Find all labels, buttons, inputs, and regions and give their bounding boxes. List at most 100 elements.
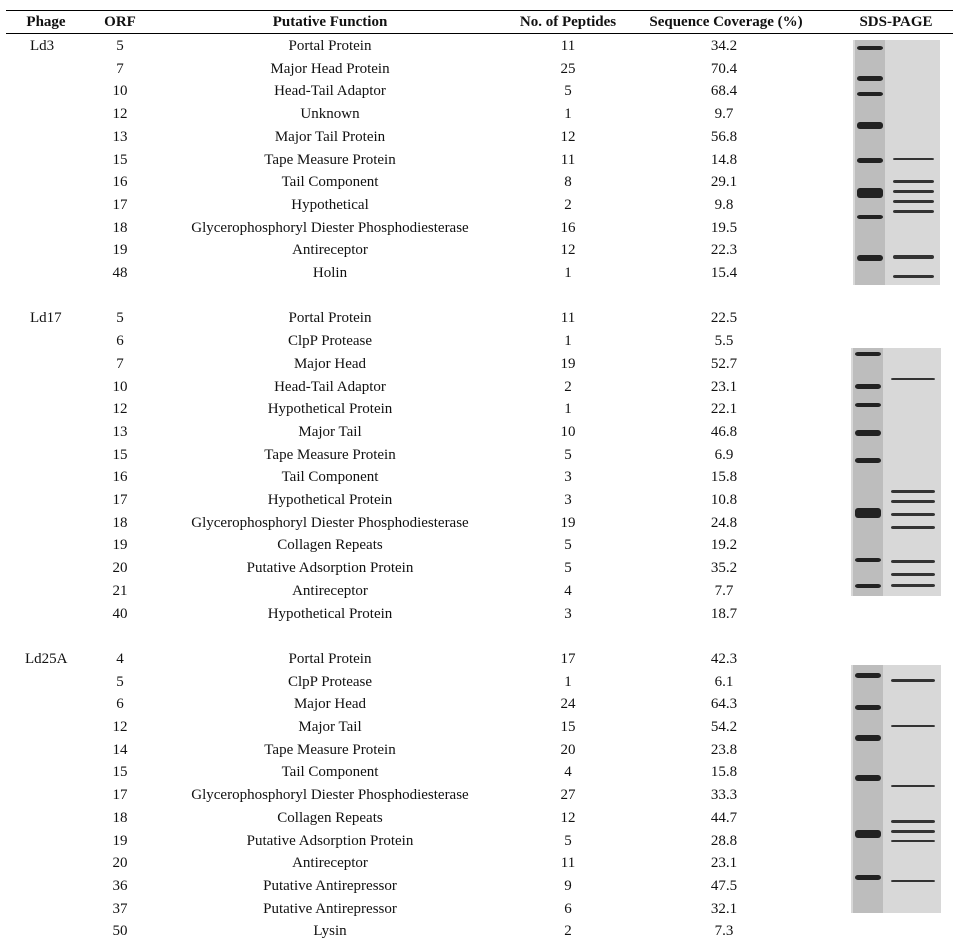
peptide-count: 5 — [564, 536, 572, 554]
orf: 18 — [113, 809, 128, 827]
header-rule — [6, 33, 953, 34]
peptide-count: 1 — [564, 105, 572, 123]
putative-function: Major Head — [294, 695, 366, 713]
orf: 36 — [113, 877, 128, 895]
peptide-count: 11 — [561, 309, 575, 327]
putative-function: Major Head Protein — [270, 60, 389, 78]
orf: 14 — [113, 741, 128, 759]
orf: 5 — [116, 673, 124, 691]
peptide-count: 12 — [561, 241, 576, 259]
orf: 10 — [113, 82, 128, 100]
sequence-coverage: 52.7 — [711, 355, 737, 373]
orf: 18 — [113, 514, 128, 532]
orf: 20 — [113, 854, 128, 872]
column-header: Phage — [26, 13, 65, 31]
gel-band — [891, 820, 935, 823]
orf: 19 — [113, 241, 128, 259]
gel-band — [891, 679, 935, 682]
phage-name: Ld17 — [30, 309, 62, 327]
putative-function: Putative Antirepressor — [263, 900, 397, 918]
sds-page-gel — [853, 40, 940, 285]
putative-function: Putative Antirepressor — [263, 877, 397, 895]
gel-band — [857, 188, 883, 198]
putative-function: Portal Protein — [289, 650, 372, 668]
peptide-count: 12 — [561, 809, 576, 827]
gel-band — [893, 200, 934, 203]
peptide-count: 6 — [564, 900, 572, 918]
peptide-count: 11 — [561, 151, 575, 169]
sequence-coverage: 10.8 — [711, 491, 737, 509]
sequence-coverage: 14.8 — [711, 151, 737, 169]
gel-band — [857, 158, 883, 163]
sequence-coverage: 5.5 — [715, 332, 734, 350]
peptide-count: 1 — [564, 673, 572, 691]
gel-band — [891, 830, 935, 833]
orf: 19 — [113, 536, 128, 554]
peptide-count: 17 — [561, 650, 576, 668]
phage-name: Ld3 — [30, 37, 54, 55]
gel-band — [855, 558, 881, 562]
gel-band — [891, 560, 935, 563]
putative-function: Putative Adsorption Protein — [247, 832, 414, 850]
putative-function: Collagen Repeats — [277, 536, 382, 554]
peptide-count: 10 — [561, 423, 576, 441]
table-page: PhageORFPutative FunctionNo. of Peptides… — [0, 0, 959, 940]
putative-function: Head-Tail Adaptor — [274, 378, 386, 396]
peptide-count: 12 — [561, 128, 576, 146]
gel-band — [891, 584, 935, 587]
orf: 50 — [113, 922, 128, 940]
gel-band — [891, 513, 935, 516]
orf: 17 — [113, 786, 128, 804]
gel-band — [857, 215, 883, 219]
putative-function: Antireceptor — [292, 582, 368, 600]
putative-function: Antireceptor — [292, 241, 368, 259]
gel-band — [893, 275, 934, 278]
top-rule — [6, 10, 953, 11]
sequence-coverage: 42.3 — [711, 650, 737, 668]
gel-band — [891, 880, 935, 882]
sequence-coverage: 7.7 — [715, 582, 734, 600]
peptide-count: 9 — [564, 877, 572, 895]
putative-function: Portal Protein — [289, 37, 372, 55]
peptide-count: 5 — [564, 559, 572, 577]
putative-function: Major Tail — [298, 423, 361, 441]
peptide-count: 2 — [564, 196, 572, 214]
sequence-coverage: 23.1 — [711, 854, 737, 872]
gel-band — [857, 92, 883, 96]
sequence-coverage: 68.4 — [711, 82, 737, 100]
sequence-coverage: 34.2 — [711, 37, 737, 55]
orf: 16 — [113, 468, 128, 486]
gel-band — [857, 122, 883, 129]
sequence-coverage: 15.8 — [711, 468, 737, 486]
gel-band — [855, 508, 881, 518]
peptide-count: 16 — [561, 219, 576, 237]
putative-function: Glycerophosphoryl Diester Phosphodiester… — [191, 786, 468, 804]
putative-function: Putative Adsorption Protein — [247, 559, 414, 577]
gel-band — [893, 210, 934, 213]
sequence-coverage: 22.3 — [711, 241, 737, 259]
putative-function: Tail Component — [282, 763, 379, 781]
peptide-count: 4 — [564, 582, 572, 600]
peptide-count: 2 — [564, 378, 572, 396]
sequence-coverage: 46.8 — [711, 423, 737, 441]
sequence-coverage: 22.5 — [711, 309, 737, 327]
orf: 16 — [113, 173, 128, 191]
sequence-coverage: 18.7 — [711, 605, 737, 623]
sequence-coverage: 9.7 — [715, 105, 734, 123]
peptide-count: 24 — [561, 695, 576, 713]
gel-band — [891, 500, 935, 503]
peptide-count: 19 — [561, 355, 576, 373]
orf: 40 — [113, 605, 128, 623]
phage-name: Ld25A — [25, 650, 68, 668]
gel-band — [855, 775, 881, 781]
putative-function: Major Tail Protein — [275, 128, 385, 146]
putative-function: Tail Component — [282, 173, 379, 191]
orf: 21 — [113, 582, 128, 600]
orf: 12 — [113, 400, 128, 418]
sds-page-gel — [851, 348, 941, 596]
gel-band — [855, 875, 881, 880]
peptide-count: 15 — [561, 718, 576, 736]
peptide-count: 1 — [564, 264, 572, 282]
orf: 5 — [116, 37, 124, 55]
orf: 48 — [113, 264, 128, 282]
